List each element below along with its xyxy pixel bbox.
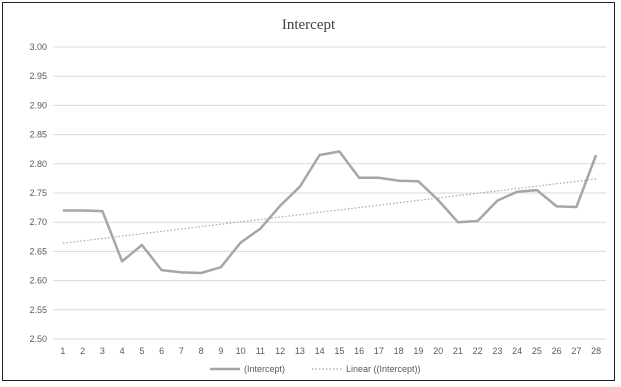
legend-label-linear: Linear ((Intercept)) <box>346 364 421 374</box>
y-tick-label: 2.55 <box>29 305 47 315</box>
chart-plot: 2.50 2.55 2.60 2.65 2.70 2.75 2.80 2.85 2.90 2.95… <box>29 42 606 374</box>
x-tick-label: 3 <box>100 346 105 356</box>
x-tick-label: 12 <box>275 346 285 356</box>
x-tick-label: 15 <box>334 346 344 356</box>
y-tick-label: 2.80 <box>29 159 47 169</box>
x-tick-label: 13 <box>295 346 305 356</box>
x-tick-label: 28 <box>591 346 601 356</box>
x-tick-label: 22 <box>473 346 483 356</box>
x-tick-label: 16 <box>354 346 364 356</box>
y-tick-label: 2.85 <box>29 130 47 140</box>
x-tick-label: 26 <box>552 346 562 356</box>
x-tick-label: 7 <box>179 346 184 356</box>
x-tick-label: 24 <box>512 346 522 356</box>
y-tick-label: 2.90 <box>29 100 47 110</box>
x-tick-label: 27 <box>571 346 581 356</box>
x-tick-label: 1 <box>60 346 65 356</box>
y-tick-label: 2.65 <box>29 246 47 256</box>
y-tick-label: 2.50 <box>29 334 47 344</box>
chart-frame: Intercept 2.50 2.55 2.60 2.65 2.70 2.75 2.80 2.… <box>2 2 615 381</box>
y-tick-label: 3.00 <box>29 42 47 52</box>
x-tick-label: 9 <box>218 346 223 356</box>
x-tick-label: 6 <box>159 346 164 356</box>
y-tick-label: 2.60 <box>29 276 47 286</box>
x-tick-label: 19 <box>413 346 423 356</box>
x-tick-label: 10 <box>236 346 246 356</box>
x-tick-label: 21 <box>453 346 463 356</box>
x-tick-label: 5 <box>139 346 144 356</box>
chart-title: Intercept <box>281 17 336 33</box>
series-line-intercept <box>62 150 598 275</box>
x-tick-label: 14 <box>315 346 325 356</box>
x-tick-label: 25 <box>532 346 542 356</box>
x-tick-label: 11 <box>256 346 265 356</box>
x-tick-label: 8 <box>199 346 204 356</box>
x-tick-label: 2 <box>80 346 85 356</box>
legend-label-intercept: (Intercept) <box>244 364 285 374</box>
x-tick-label: 4 <box>120 346 125 356</box>
x-tick-label: 18 <box>394 346 404 356</box>
x-tick-label: 20 <box>433 346 443 356</box>
x-tick-label: 23 <box>492 346 502 356</box>
y-tick-label: 2.95 <box>29 71 47 81</box>
x-tick-label: 17 <box>374 346 384 356</box>
y-tick-label: 2.70 <box>29 217 47 227</box>
series-line-linear-trend <box>62 178 597 244</box>
y-tick-label: 2.75 <box>29 188 47 198</box>
